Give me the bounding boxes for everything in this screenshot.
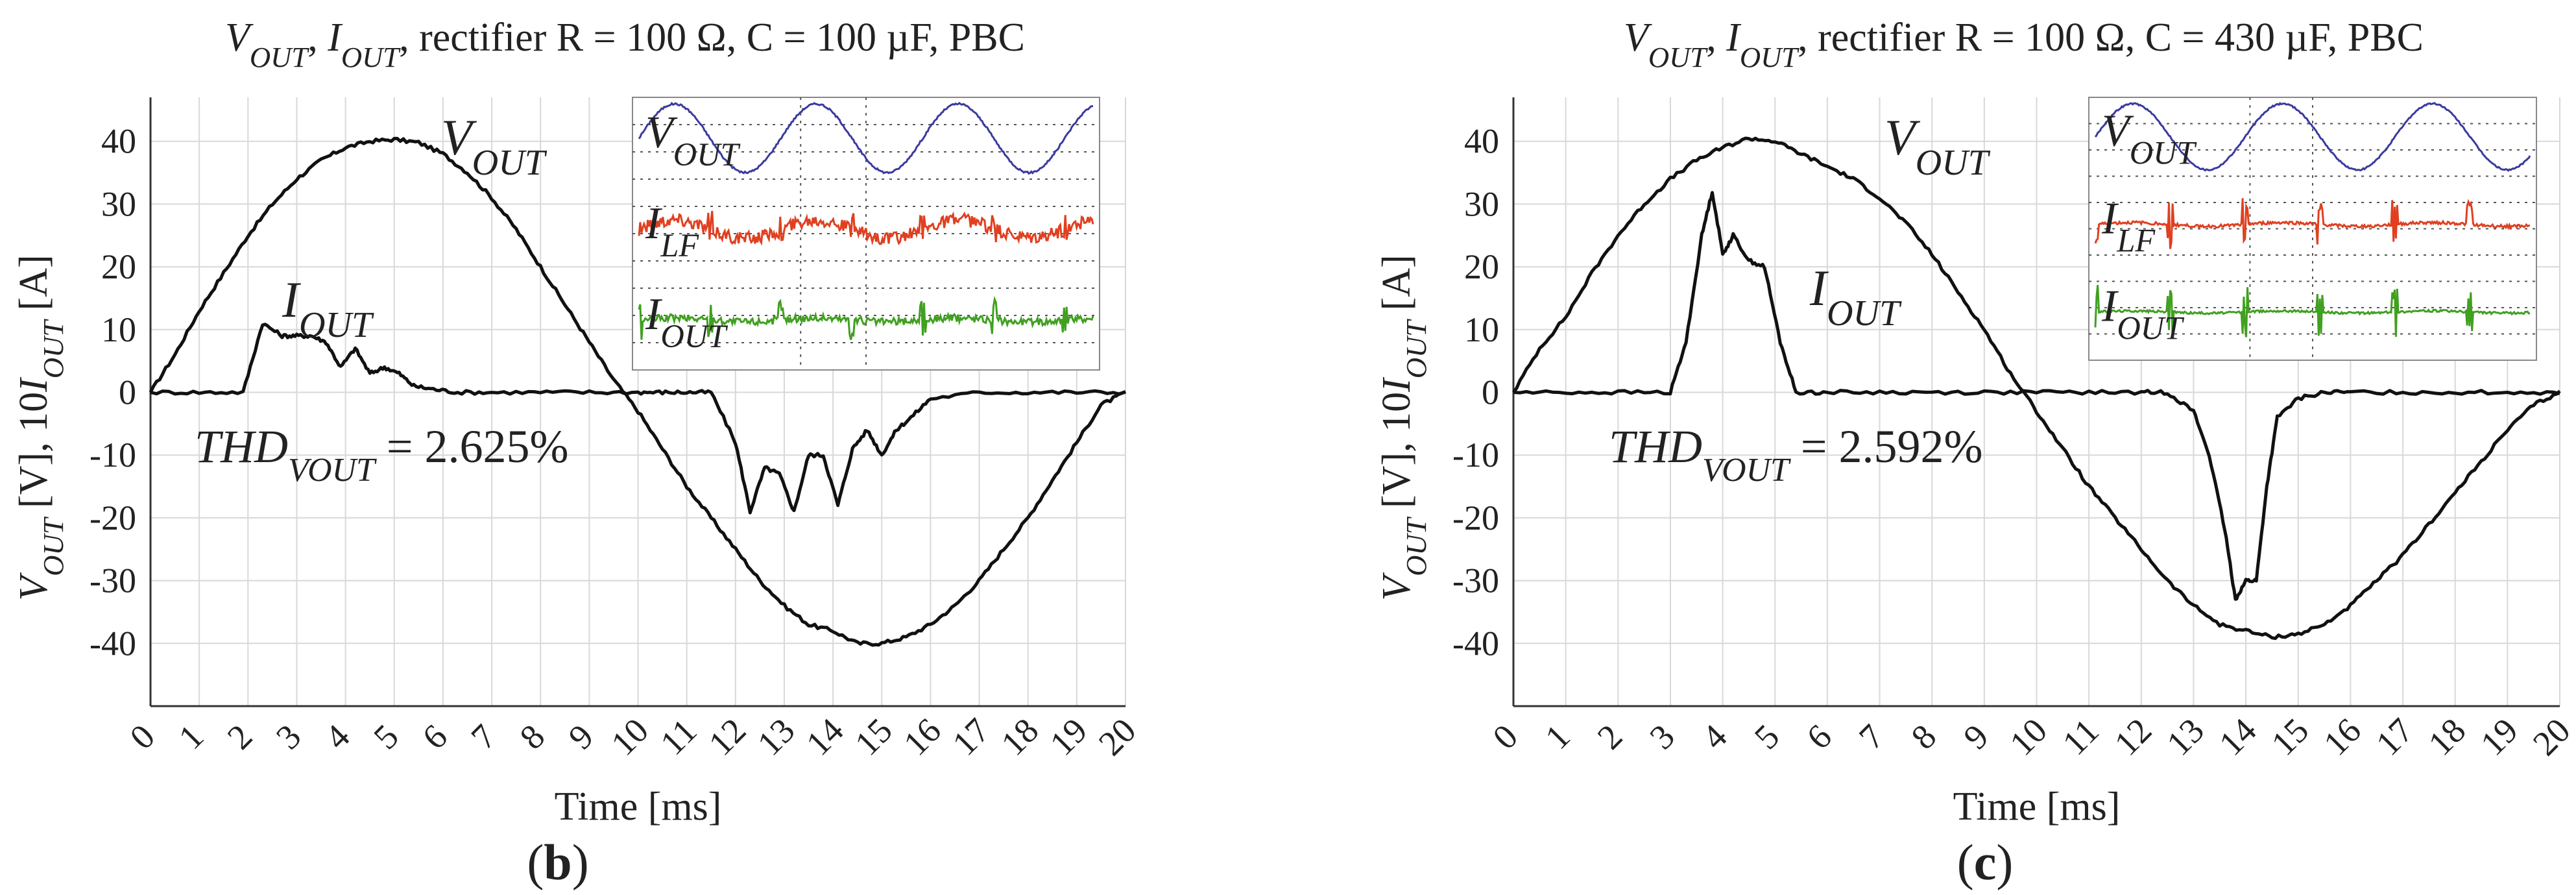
- x-tick-label: 15: [847, 711, 900, 763]
- x-tick-label: 11: [2055, 711, 2106, 763]
- scope-label: IOUT: [645, 289, 728, 354]
- series-line-v-out: [149, 136, 1126, 647]
- scope-label: ILF: [645, 199, 699, 264]
- y-tick-label: 0: [119, 373, 136, 411]
- x-tick-label: 14: [2211, 711, 2264, 763]
- thd-annotation: THDVOUT = 2.625%: [195, 421, 568, 489]
- x-tick-label: 5: [366, 717, 406, 757]
- y-tick-label: -40: [90, 624, 136, 663]
- x-tick-label: 19: [2473, 711, 2525, 763]
- scope-trace-2: [2094, 285, 2531, 337]
- y-tick-label: 10: [101, 310, 136, 349]
- y-tick-label: -30: [1452, 561, 1499, 600]
- series-label-vout: VOUT: [441, 109, 548, 183]
- x-tick-label: 20: [1091, 711, 1144, 763]
- x-tick-label: 20: [2525, 711, 2576, 763]
- panel-label: (b): [527, 834, 588, 890]
- x-tick-label: 0: [123, 717, 163, 757]
- chart-panel-c: 0 1 2 3 4 5 6 7 8 9 10 11 12 13 14 15 16 17 18 19 20-40-30-2…: [1375, 16, 2576, 890]
- x-tick-label: 8: [1904, 717, 1944, 757]
- y-tick-label: 30: [101, 184, 136, 223]
- series-label-vout: VOUT: [1884, 109, 1991, 183]
- x-axis-title: Time [ms]: [1953, 785, 2121, 829]
- panel-label: (c): [1957, 834, 2014, 890]
- x-tick-label: 9: [561, 717, 601, 757]
- scope-inset: VOUT ILF IOUT: [632, 97, 1100, 371]
- x-tick-label: 4: [1694, 717, 1735, 757]
- scope-label: ILF: [2101, 193, 2156, 258]
- x-tick-label: 18: [994, 711, 1046, 763]
- x-tick-label: 10: [603, 711, 656, 763]
- y-tick-label: -20: [90, 498, 136, 537]
- x-tick-label: 0: [1486, 717, 1526, 757]
- scope-trace-1: [2094, 198, 2531, 249]
- scope-trace-2: [638, 295, 1094, 340]
- y-axis-title: VOUT [V], 10IOUT [A]: [1375, 254, 1432, 600]
- x-tick-label: 9: [1956, 717, 1996, 757]
- scope-label: VOUT: [2102, 106, 2197, 171]
- y-tick-label: 40: [101, 122, 136, 161]
- x-tick-label: 15: [2264, 711, 2317, 763]
- y-tick-label: -10: [90, 435, 136, 474]
- x-tick-label: 14: [799, 711, 851, 763]
- y-tick-label: 20: [1464, 247, 1499, 286]
- x-tick-label: 16: [2316, 711, 2368, 763]
- series-line-i-out: [1513, 191, 2560, 601]
- y-tick-label: -10: [1452, 435, 1499, 474]
- x-tick-label: 7: [1851, 717, 1892, 757]
- series-label-iout: IOUT: [1809, 260, 1902, 334]
- x-tick-label: 13: [2159, 711, 2211, 763]
- x-tick-label: 1: [171, 717, 211, 757]
- y-tick-label: 20: [101, 247, 136, 286]
- scope-trace-1: [638, 210, 1094, 246]
- x-tick-label: 10: [2002, 711, 2054, 763]
- chart-title: VOUT, IOUT, rectifier R = 100 Ω, C = 100…: [225, 16, 1025, 73]
- y-tick-label: 40: [1464, 122, 1499, 161]
- x-tick-label: 5: [1747, 717, 1787, 757]
- x-tick-label: 19: [1042, 711, 1095, 763]
- x-tick-label: 3: [1642, 717, 1682, 757]
- scope-label: IOUT: [2101, 281, 2184, 346]
- x-tick-label: 3: [269, 717, 309, 757]
- y-tick-label: 10: [1464, 310, 1499, 349]
- chart-title: VOUT, IOUT, rectifier R = 100 Ω, C = 430…: [1624, 16, 2424, 73]
- x-tick-label: 2: [1590, 717, 1630, 757]
- x-tick-label: 11: [653, 711, 704, 763]
- x-tick-label: 8: [512, 717, 553, 757]
- x-tick-label: 12: [2107, 711, 2160, 763]
- x-tick-label: 6: [1799, 717, 1839, 757]
- x-tick-label: 12: [701, 711, 754, 763]
- y-tick-label: 30: [1464, 184, 1499, 223]
- x-tick-label: 4: [317, 717, 357, 757]
- x-tick-label: 18: [2421, 711, 2474, 763]
- x-tick-label: 13: [750, 711, 802, 763]
- chart-panel-b: 0 1 2 3 4 5 6 7 8 9 1011121314151617181920-40-30-2…: [12, 16, 1144, 890]
- x-tick-label: 2: [220, 717, 260, 757]
- y-tick-label: -20: [1452, 498, 1499, 537]
- scope-label: VOUT: [645, 108, 741, 173]
- thd-annotation: THDVOUT = 2.592%: [1609, 421, 1982, 489]
- x-tick-label: 6: [415, 717, 455, 757]
- series-line-i-out: [150, 323, 1126, 515]
- scope-inset: VOUT ILF IOUT: [2088, 97, 2537, 361]
- x-tick-label: 1: [1537, 717, 1578, 757]
- x-tick-label: 16: [896, 711, 948, 763]
- y-tick-label: 0: [1482, 373, 1499, 411]
- series-label-iout: IOUT: [282, 271, 374, 345]
- x-tick-label: 7: [464, 717, 504, 757]
- scope-trace-0: [2094, 102, 2531, 172]
- y-tick-label: -40: [1452, 624, 1499, 663]
- y-axis-title: VOUT [V], 10IOUT [A]: [12, 254, 69, 600]
- y-tick-label: -30: [90, 561, 136, 600]
- scope-trace-0: [638, 101, 1094, 175]
- x-tick-label: 17: [945, 711, 998, 763]
- x-tick-label: 17: [2368, 711, 2421, 763]
- x-axis-title: Time [ms]: [555, 785, 722, 829]
- series-line-v-out: [1512, 136, 2561, 641]
